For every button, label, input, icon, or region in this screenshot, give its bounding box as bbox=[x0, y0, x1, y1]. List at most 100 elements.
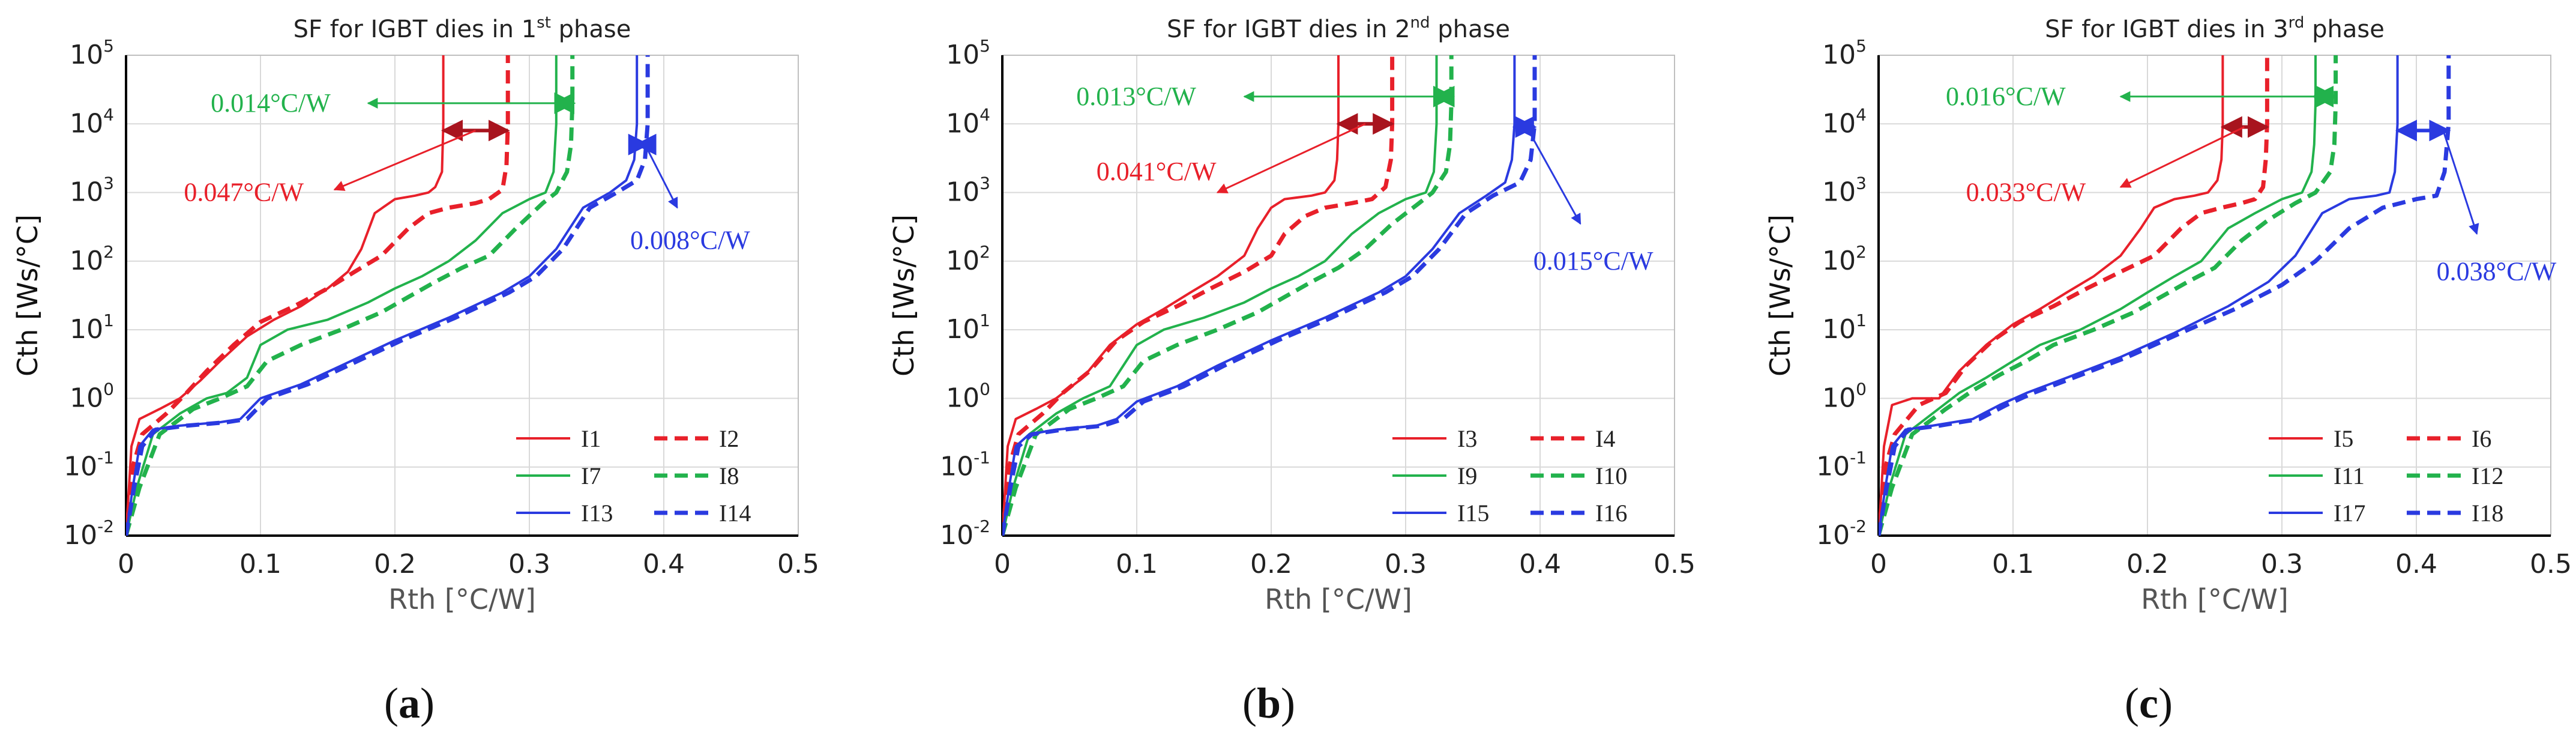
y-tick-base: 10 bbox=[70, 177, 103, 208]
sublabel-a-letter: a bbox=[398, 679, 420, 727]
x-axis-label: Rth [°C/W] bbox=[388, 583, 536, 616]
legend-label-i16: I16 bbox=[1595, 500, 1627, 527]
legend-label-i5: I5 bbox=[2334, 425, 2353, 452]
y-tick-exponent: -1 bbox=[974, 448, 990, 468]
y-tick-base: 10 bbox=[946, 246, 980, 276]
y-tick-label: 10-1 bbox=[940, 448, 990, 482]
y-tick-base: 10 bbox=[70, 108, 103, 139]
y-tick-base: 10 bbox=[940, 452, 974, 482]
y-tick-base: 10 bbox=[946, 383, 980, 413]
y-tick-label: 100 bbox=[946, 379, 990, 413]
y-tick-exponent: 3 bbox=[1856, 174, 1867, 193]
x-tick-label: 0.5 bbox=[2530, 549, 2572, 579]
sublabel-c-letter: c bbox=[2138, 679, 2158, 727]
legend-label-i8: I8 bbox=[719, 462, 739, 489]
chart-title-tail: phase bbox=[551, 16, 631, 43]
x-tick-label: 0 bbox=[994, 549, 1011, 579]
y-tick-base: 10 bbox=[1822, 177, 1856, 208]
annotation-label: 0.008°C/W bbox=[630, 225, 750, 255]
panel-a: SF for IGBT dies in 1st phase 0 0.1 0.2 0.3 0… bbox=[0, 0, 876, 735]
x-tick-label: 0.3 bbox=[2261, 549, 2303, 579]
x-tick-label: 0.5 bbox=[777, 549, 819, 579]
y-tick-label: 103 bbox=[1822, 174, 1867, 208]
x-tick-label: 0 bbox=[1870, 549, 1887, 579]
series-line-i10 bbox=[1002, 55, 1454, 536]
y-tick-exponent: -1 bbox=[1850, 448, 1867, 468]
y-tick-exponent: -1 bbox=[97, 448, 114, 468]
y-tick-label: 103 bbox=[946, 174, 990, 208]
y-tick-exponent: 2 bbox=[980, 242, 990, 262]
chart-title-superscript: st bbox=[537, 14, 551, 32]
annotation-arrow bbox=[644, 144, 678, 209]
series-line-i3 bbox=[1002, 55, 1340, 536]
y-tick-base: 10 bbox=[946, 108, 980, 139]
y-tick-base: 10 bbox=[70, 246, 103, 276]
y-axis-label: Cth [Ws/°C] bbox=[888, 214, 920, 377]
x-tick-label: 0.4 bbox=[1519, 549, 1561, 579]
series-group bbox=[1879, 55, 2451, 536]
gridlines bbox=[125, 55, 799, 536]
y-tick-exponent: 5 bbox=[1856, 36, 1867, 56]
y-tick-exponent: 4 bbox=[103, 104, 114, 124]
y-tick-base: 10 bbox=[946, 314, 980, 345]
y-tick-exponent: 0 bbox=[103, 379, 114, 399]
annotation-arrow bbox=[1216, 122, 1366, 193]
sublabel-a: (a) bbox=[384, 679, 435, 727]
y-tick-label: 100 bbox=[1822, 379, 1867, 413]
y-tick-base: 10 bbox=[64, 520, 97, 551]
chart-title: SF for IGBT dies in 3rd phase bbox=[2045, 14, 2385, 43]
x-tick-label: 0.2 bbox=[2126, 549, 2168, 579]
legend: I1 I2 I7 I8 I13 I14 bbox=[516, 425, 751, 527]
legend-label-i14: I14 bbox=[719, 500, 751, 527]
chart-title-superscript: nd bbox=[1410, 14, 1430, 32]
x-tick-label: 0.2 bbox=[1250, 549, 1292, 579]
y-tick-label: 10-1 bbox=[64, 448, 114, 482]
x-tick-label: 0.3 bbox=[1385, 549, 1427, 579]
legend-label-i17: I17 bbox=[2334, 500, 2365, 527]
y-tick-exponent: -2 bbox=[1850, 516, 1867, 536]
y-tick-base: 10 bbox=[1822, 40, 1856, 70]
y-tick-label: 102 bbox=[946, 242, 990, 276]
series-line-i5 bbox=[1879, 55, 2224, 536]
y-tick-base: 10 bbox=[1816, 520, 1850, 551]
chart-title-tail: phase bbox=[1430, 16, 1510, 43]
y-tick-base: 10 bbox=[1816, 452, 1850, 482]
series-line-i16 bbox=[1002, 55, 1537, 536]
y-tick-exponent: 0 bbox=[980, 379, 990, 399]
x-tick-label: 0.1 bbox=[239, 549, 281, 579]
x-axis-label: Rth [°C/W] bbox=[1265, 583, 1412, 616]
y-tick-base: 10 bbox=[1822, 383, 1856, 413]
x-tick-label: 0.4 bbox=[2395, 549, 2437, 579]
y-tick-base: 10 bbox=[70, 40, 103, 70]
y-tick-label: 104 bbox=[1822, 104, 1867, 139]
y-tick-exponent: 4 bbox=[1856, 104, 1867, 124]
y-tick-exponent: 5 bbox=[980, 36, 990, 56]
x-tick-label: 0.2 bbox=[374, 549, 416, 579]
chart-title-superscript: rd bbox=[2289, 14, 2305, 32]
y-tick-exponent: 2 bbox=[103, 242, 114, 262]
legend: I5 I6 I11 I12 I17 I18 bbox=[2269, 425, 2503, 527]
sublabel-c: (c) bbox=[2125, 679, 2173, 727]
legend-label-i12: I12 bbox=[2472, 462, 2503, 489]
x-tick-label: 0.1 bbox=[1116, 549, 1158, 579]
y-tick-exponent: 3 bbox=[980, 174, 990, 193]
y-tick-exponent: 5 bbox=[103, 36, 114, 56]
series-line-i17 bbox=[1879, 55, 2399, 536]
y-tick-label: 101 bbox=[946, 310, 990, 345]
annotation-label: 0.016°C/W bbox=[1946, 82, 2066, 111]
plot-frame bbox=[125, 55, 799, 536]
y-tick-label: 10-2 bbox=[64, 516, 114, 551]
legend-label-i11: I11 bbox=[2334, 462, 2365, 489]
annotation-label: 0.041°C/W bbox=[1097, 157, 1217, 186]
y-tick-exponent: 0 bbox=[1856, 379, 1867, 399]
chart-panel-a: SF for IGBT dies in 1st phase 0 0.1 0.2 0.3 0… bbox=[11, 14, 819, 616]
chart-panel-c: SF for IGBT dies in 3rd phase 0 0.1 0.2 0.3 0… bbox=[1764, 14, 2572, 616]
y-tick-exponent: 3 bbox=[103, 174, 114, 193]
annotation-label: 0.015°C/W bbox=[1533, 246, 1654, 276]
annotation-arrow bbox=[2119, 126, 2245, 188]
y-tick-base: 10 bbox=[1822, 246, 1856, 276]
series-line-i2 bbox=[126, 55, 510, 536]
chart-panel-b: SF for IGBT dies in 2nd phase 0 0.1 0.2 0.3 0… bbox=[888, 14, 1696, 616]
y-tick-label: 10-1 bbox=[1816, 448, 1867, 482]
